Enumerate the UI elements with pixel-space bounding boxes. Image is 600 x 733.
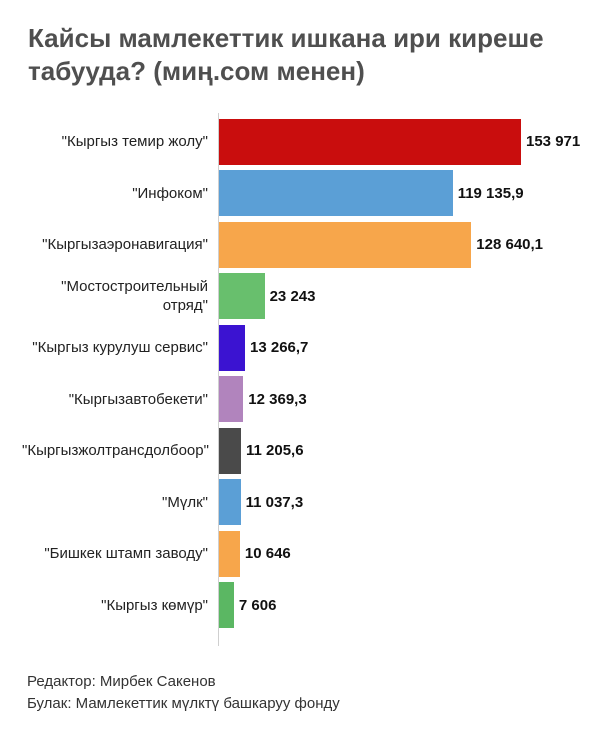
category-label: "Инфоком" <box>132 184 208 202</box>
chart-row: "Мүлк" 11 037,3 <box>0 477 600 529</box>
value-label: 119 135,9 <box>457 184 524 202</box>
bar <box>219 221 472 268</box>
bar-area: 13 266,7 <box>218 322 600 374</box>
chart-row: "Кыргыз курулуш сервис" 13 266,7 <box>0 322 600 374</box>
category-label: "Кыргызжолтрансдолбоор" <box>22 442 209 460</box>
value-label: 11 205,6 <box>246 442 304 460</box>
bar <box>219 376 244 423</box>
chart-title: Кайсы мамлекеттик ишкана ири киреше табу… <box>28 23 544 86</box>
bar <box>219 530 240 577</box>
value-label: 128 640,1 <box>476 236 544 254</box>
chart-row: "Мостостроительный отряд" 23 243 <box>0 271 600 323</box>
category-label: "Кыргыз көмүр" <box>101 596 208 614</box>
bar <box>219 582 234 629</box>
editor-credit: Редактор: Мирбек Сакенов <box>27 673 216 690</box>
chart-footer: Редактор: Мирбек Сакенов Булак: Мамлекет… <box>27 671 340 715</box>
category-label: "Кыргызавтобекети" <box>68 390 208 408</box>
chart-row: "Бишкек штамп заводу" 10 646 <box>0 528 600 580</box>
bar <box>219 170 453 217</box>
chart-row: "Кыргызавтобекети" 12 369,3 <box>0 374 600 426</box>
bar-chart: "Кыргыз темир жолу" 153 971 "Инфоком" 11… <box>0 113 600 648</box>
bar-area: 7 606 <box>218 580 600 632</box>
category-label: "Кыргыз темир жолу" <box>61 133 208 151</box>
value-label: 11 037,3 <box>245 493 304 511</box>
bar-area: 153 971 <box>218 116 600 168</box>
chart-row: "Кыргыз көмүр" 7 606 <box>0 580 600 632</box>
chart-row: "Кыргыз темир жолу" 153 971 <box>0 116 600 168</box>
bar <box>219 324 245 371</box>
bar <box>219 273 265 320</box>
bar-area: 119 135,9 <box>218 168 600 220</box>
value-label: 23 243 <box>269 287 316 305</box>
bar-area: 128 640,1 <box>218 219 600 271</box>
value-label: 7 606 <box>238 596 277 614</box>
bar-area: 23 243 <box>218 271 600 323</box>
bar-area: 11 205,6 <box>218 425 600 477</box>
bar <box>219 479 241 526</box>
category-label: "Мостостроительный отряд" <box>61 278 208 315</box>
bar-area: 10 646 <box>218 528 600 580</box>
source-credit: Булак: Мамлекеттик мүлктү башкаруу фонду <box>27 695 340 712</box>
value-label: 13 266,7 <box>250 339 309 357</box>
value-label: 153 971 <box>526 133 581 151</box>
chart-row: "Инфоком" 119 135,9 <box>0 168 600 220</box>
chart-rows: "Кыргыз темир жолу" 153 971 "Инфоком" 11… <box>0 116 600 631</box>
value-label: 10 646 <box>244 545 291 563</box>
category-label: "Бишкек штамп заводу" <box>44 545 208 563</box>
chart-row: "Кыргызаэронавигация" 128 640,1 <box>0 219 600 271</box>
category-label: "Кыргыз курулуш сервис" <box>32 339 208 357</box>
bar <box>219 427 241 474</box>
category-label: "Мүлк" <box>162 493 208 511</box>
y-axis-line <box>218 113 219 646</box>
chart-row: "Кыргызжолтрансдолбоор" 11 205,6 <box>0 425 600 477</box>
category-label: "Кыргызаэронавигация" <box>42 236 208 254</box>
value-label: 12 369,3 <box>248 390 307 408</box>
bar <box>219 118 521 165</box>
bar-area: 11 037,3 <box>218 477 600 529</box>
bar-area: 12 369,3 <box>218 374 600 426</box>
